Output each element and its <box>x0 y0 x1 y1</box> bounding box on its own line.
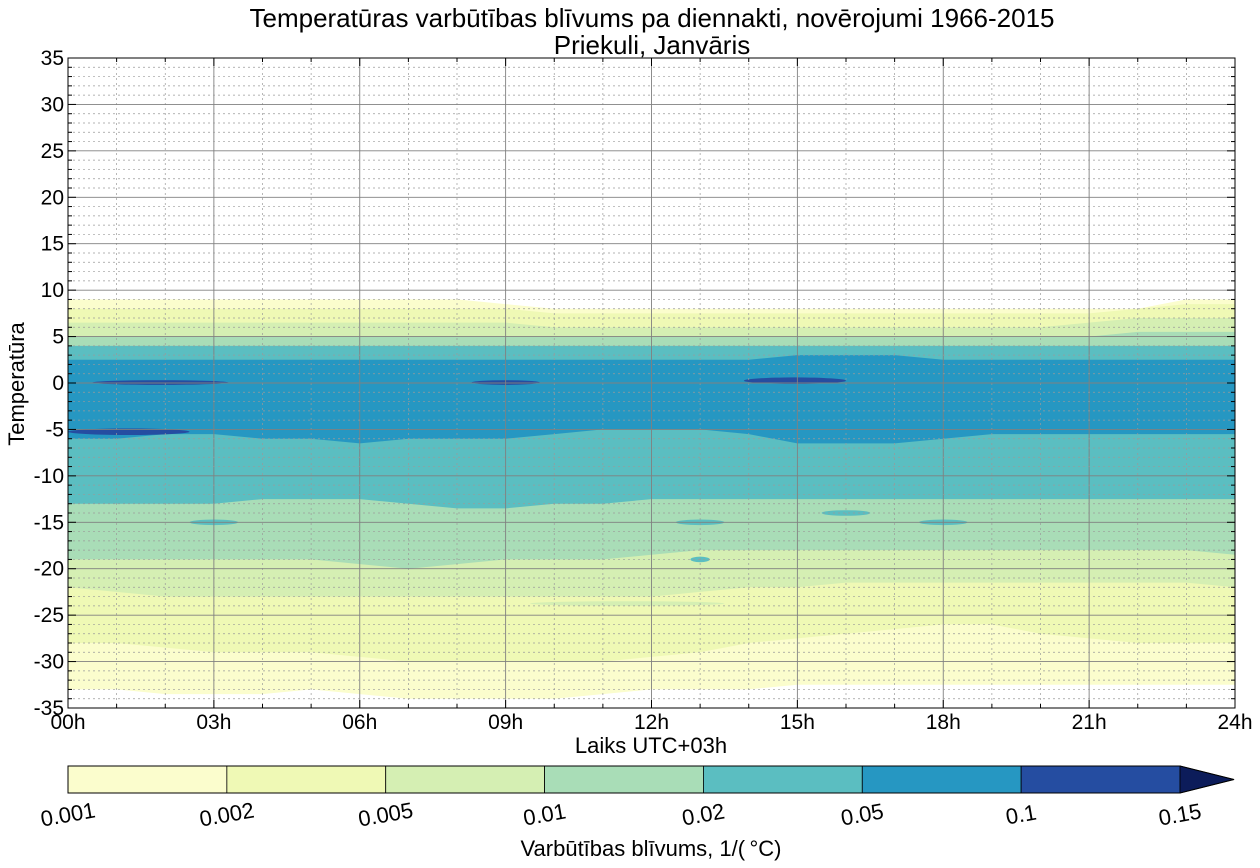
x-tick-label: 12h <box>634 711 669 734</box>
colorbar-tick-label: 0.05 <box>839 798 886 830</box>
y-tick-label: 5 <box>52 326 64 349</box>
y-tick-label: -5 <box>45 418 64 441</box>
y-tick-label: -35 <box>34 697 64 720</box>
density-blob-6 <box>92 380 229 385</box>
colorbar-segment <box>1020 765 1181 794</box>
y-tick-label: 30 <box>41 93 64 116</box>
y-tick-label: -25 <box>34 604 64 627</box>
colorbar-tick-label: 0.15 <box>1157 798 1204 830</box>
y-tick-label: 0 <box>52 372 64 395</box>
colorbar-segment <box>385 765 545 794</box>
chart-subtitle: Priekuli, Janvāris <box>554 30 751 60</box>
axis-ticks: 00h 03h 06h 09h 12h 15h 18h 21h 24h 35 30 25 20 15 10 5… <box>34 47 1253 734</box>
x-tick-label: 09h <box>488 711 523 734</box>
density-blob-0 <box>529 601 725 606</box>
y-tick-label: -15 <box>34 511 64 534</box>
density-blob-9 <box>68 428 190 435</box>
x-tick-label: 24h <box>1217 711 1252 734</box>
colorbar-segment <box>861 765 1022 794</box>
colorbar-segment <box>226 765 387 794</box>
x-tick-label: 18h <box>926 711 961 734</box>
y-tick-label: 25 <box>41 140 64 163</box>
colorbar-tick-label: 0.005 <box>356 797 415 831</box>
chart-title: Temperatūras varbūtības blīvums pa dienn… <box>249 3 1054 33</box>
colorbar-extend-arrow <box>1179 765 1235 794</box>
colorbar-outline <box>67 765 1235 794</box>
colorbar: 0.001 0.002 0.005 0.01 0.02 0.05 0.1 0.15 <box>39 765 1235 832</box>
colorbar-tick-label: 0.1 <box>1004 800 1038 830</box>
colorbar-label: Varbūtības blīvums, 1/( °C) <box>521 836 782 861</box>
grid-lines <box>68 58 1235 708</box>
y-tick-label: -20 <box>34 558 64 581</box>
density-blob-8 <box>743 377 846 384</box>
y-axis-label: Temperatūra <box>4 321 29 445</box>
colorbar-segment <box>544 765 704 794</box>
y-tick-label: 20 <box>41 186 64 209</box>
y-tick-label: 10 <box>41 279 64 302</box>
colorbar-tick-label: 0.02 <box>680 798 727 830</box>
colorbar-segment <box>703 765 863 794</box>
x-tick-label: 15h <box>780 711 815 734</box>
x-axis-label: Laiks UTC+03h <box>575 733 727 758</box>
x-tick-label: 21h <box>1072 711 1107 734</box>
x-tick-label: 00h <box>50 711 85 734</box>
y-tick-label: 15 <box>41 233 64 256</box>
colorbar-tick-label: 0.002 <box>197 797 256 831</box>
y-tick-label: 35 <box>41 47 64 70</box>
y-tick-label: -30 <box>34 651 64 674</box>
y-tick-label: -10 <box>34 465 64 488</box>
x-tick-label: 03h <box>196 711 231 734</box>
colorbar-segment <box>67 765 228 794</box>
colorbar-tick-label: 0.001 <box>39 797 98 831</box>
x-tick-label: 06h <box>342 711 377 734</box>
colorbar-tick-label: 0.01 <box>521 798 568 830</box>
